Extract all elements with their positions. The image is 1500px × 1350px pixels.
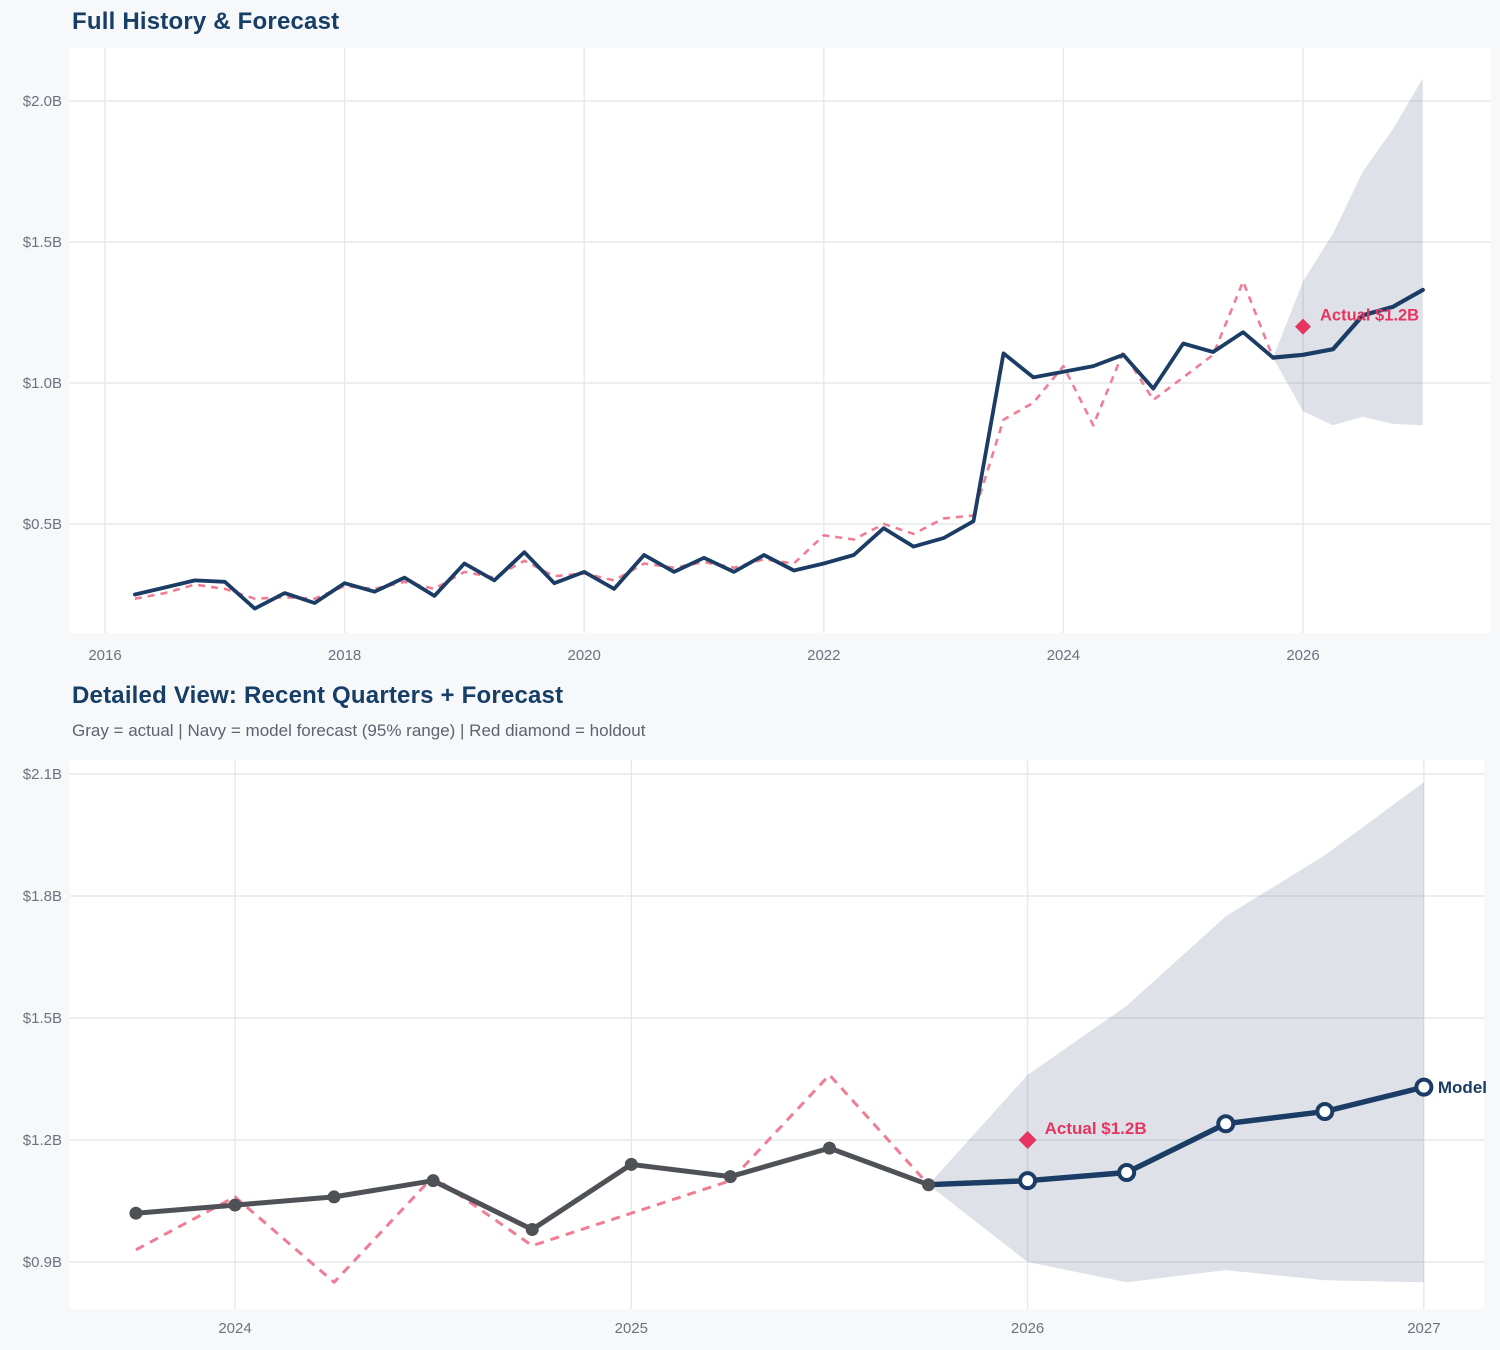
plot-area	[70, 760, 1484, 1309]
holdout-diamond-icon	[1018, 1130, 1037, 1149]
forecast-line	[925, 1084, 1427, 1188]
holdout-diamond-icon	[1295, 318, 1311, 335]
y-tick-label: $1.5B	[23, 234, 62, 251]
plot-area	[70, 48, 1490, 633]
detailed-view-chart: 2024 2025 2026 2027 $2.1B $1.8B $1.5B $1.2B $0.9…	[23, 760, 1487, 1337]
x-tick-label: 2026	[1011, 1320, 1044, 1337]
actual-point	[723, 1170, 737, 1184]
x-tick-label: 2025	[615, 1320, 648, 1337]
actual-point	[624, 1157, 638, 1171]
x-tick-label: 2022	[807, 647, 840, 664]
x-tick-label: 2026	[1286, 647, 1319, 664]
y-tick-label: $0.5B	[23, 516, 62, 533]
y-tick-label: $1.5B	[23, 1010, 62, 1027]
actual-point	[822, 1141, 836, 1155]
full-history-chart: 2016 2018 2020 2022 2024 2026 $2.0B $1.5B $1.0B $…	[23, 48, 1490, 664]
actual-point	[525, 1222, 539, 1236]
bottom-chart-legend-subtitle: Gray = actual | Navy = model forecast (9…	[72, 721, 646, 740]
forecast-confidence-band	[1273, 78, 1423, 426]
x-tick-label: 2024	[218, 1320, 251, 1337]
forecast-point	[1117, 1163, 1137, 1183]
actual-point	[922, 1178, 936, 1192]
y-tick-label: $1.2B	[23, 1132, 62, 1149]
forecast-point	[1414, 1077, 1434, 1097]
actual-point	[426, 1174, 440, 1188]
y-tick-label: $0.9B	[23, 1254, 62, 1271]
y-tick-label: $1.8B	[23, 888, 62, 905]
x-tick-label: 2027	[1407, 1320, 1440, 1337]
actual-point	[129, 1206, 143, 1220]
bottom-chart-title: Detailed View: Recent Quarters + Forecas…	[72, 682, 564, 709]
actual-point	[327, 1190, 341, 1204]
y-tick-label: $2.1B	[23, 766, 62, 783]
holdout-annotation: Actual $1.2B	[1320, 307, 1419, 325]
forecast-point	[1018, 1171, 1038, 1191]
forecast-point	[1315, 1102, 1335, 1122]
holdout-annotation: Actual $1.2B	[1045, 1119, 1147, 1138]
x-tick-label: 2020	[568, 647, 601, 664]
forecast-point	[1216, 1114, 1236, 1134]
actual-line	[132, 330, 1275, 611]
forecast-confidence-band	[928, 782, 1424, 1283]
x-tick-label: 2016	[88, 647, 121, 664]
y-tick-label: $2.0B	[23, 93, 62, 110]
x-tick-label: 2024	[1047, 647, 1080, 664]
forecast-line	[1270, 287, 1425, 360]
y-tick-label: $1.0B	[23, 375, 62, 392]
actual-point	[228, 1198, 242, 1212]
top-chart-title: Full History & Forecast	[72, 8, 340, 35]
x-tick-label: 2018	[328, 647, 361, 664]
model-line-label: Model	[1438, 1078, 1487, 1097]
